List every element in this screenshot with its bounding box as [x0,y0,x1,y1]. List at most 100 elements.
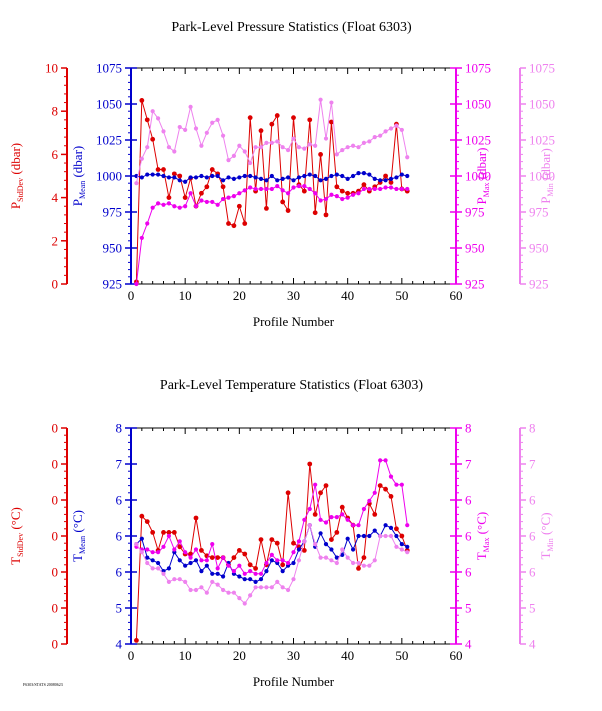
x-axis-label: Profile Number [253,314,335,329]
min-data-point [296,145,302,150]
max-data-point [166,201,172,206]
max-data-point [150,205,155,210]
stddev-data-point [318,490,323,496]
min-data-point [172,149,177,154]
min-data-point [226,590,231,595]
min-data-point [210,120,215,125]
min-data-point [334,152,339,157]
max-data-point [258,186,264,192]
min-data-point [399,127,404,133]
stddev-data-point [155,167,161,172]
max-data-point [285,191,291,196]
x-tick-label: 30 [287,288,300,303]
stddev-axis-label-unit: (dbar) [8,143,23,178]
stddev-data-point [274,540,280,546]
mean-data-point [264,178,269,183]
x-tick-label: 30 [287,648,300,663]
mean-data-point [405,544,410,549]
mean-data-point [231,176,237,181]
max-data-point [378,186,383,192]
max-data-point [215,202,220,207]
mean-data-point [372,528,377,533]
min-data-point [350,143,356,148]
max-data-point [253,571,258,576]
stddev-tick-label: 0 [52,277,59,292]
mean-data-point [237,175,242,180]
stddev-data-point [334,530,340,535]
mean-data-point [177,178,182,183]
min-data-point [258,145,264,150]
mean-data-point [161,173,166,179]
stddev-tick-label: 4 [52,190,59,205]
max-data-point [307,506,312,512]
stddev-data-point [161,530,166,535]
mean-data-point [253,175,258,180]
min-data-point [242,149,247,154]
mean-axis-label-main: T [70,554,85,562]
mean-data-point [183,563,188,568]
max-data-point [372,186,377,192]
stddev-data-point [394,526,399,532]
min-axis-label-unit: (dbar) [538,148,553,183]
max-data-point [399,186,404,192]
min-data-point [145,560,150,566]
max-tick-label: 1000 [465,169,491,184]
stddev-data-point [339,188,345,194]
mean-data-point [378,178,383,183]
max-data-point [405,186,410,192]
stddev-data-point [193,515,199,521]
mean-data-point [177,558,182,563]
mean-tick-label: 925 [103,277,123,292]
min-data-point [215,582,220,587]
min-axis-label: PMin (dbar) [538,148,555,204]
mean-data-point [264,569,269,574]
mean-tick-label: 7 [116,457,123,472]
min-data-point [172,577,177,582]
min-data-point [302,146,307,151]
max-data-point [183,550,188,555]
mean-data-point [220,574,226,579]
stddev-data-point [356,566,361,571]
max-data-point [188,191,193,196]
max-data-point [399,482,404,487]
min-data-point [302,539,307,544]
stddev-axis-label: TStdDev (°C) [8,507,25,565]
stddev-data-point [204,184,210,190]
mean-tick-label: 950 [103,241,123,256]
min-data-point [204,130,209,135]
x-tick-label: 0 [128,648,135,663]
max-axis-label-main: T [474,552,489,560]
min-data-point [361,140,367,145]
mean-data-point [145,172,150,177]
x-tick-label: 10 [179,648,192,663]
min-axis-label-unit: (°C) [538,512,553,538]
max-axis-label: PMax (dbar) [474,148,491,205]
min-data-point [285,587,291,593]
stddev-tick-label: 0 [52,421,59,436]
mean-tick-label: 975 [103,205,123,220]
min-tick-label: 975 [529,205,549,220]
stddev-axis-label: PStdDev (dbar) [8,143,25,209]
stddev-data-point [231,555,237,560]
mean-data-point [280,176,285,181]
min-data-point [210,579,215,585]
max-data-point [264,560,269,566]
min-data-point [253,145,258,150]
min-data-point [307,523,312,528]
min-tick-label: 8 [529,421,536,436]
mean-axis-label-sub: Mean [78,181,87,199]
stddev-data-point [285,490,291,496]
mean-data-point [383,178,388,183]
min-data-point [361,563,367,568]
stddev-data-point [388,180,394,185]
min-tick-label: 6 [529,529,536,544]
min-axis-label-main: T [538,552,553,560]
min-data-point [248,593,253,598]
max-data-point [237,563,242,568]
x-tick-label: 20 [233,648,246,663]
mean-data-point [356,171,361,176]
min-data-point [280,145,285,150]
max-data-point [394,186,399,192]
mean-tick-label: 6 [116,529,123,544]
mean-data-point [372,176,377,181]
